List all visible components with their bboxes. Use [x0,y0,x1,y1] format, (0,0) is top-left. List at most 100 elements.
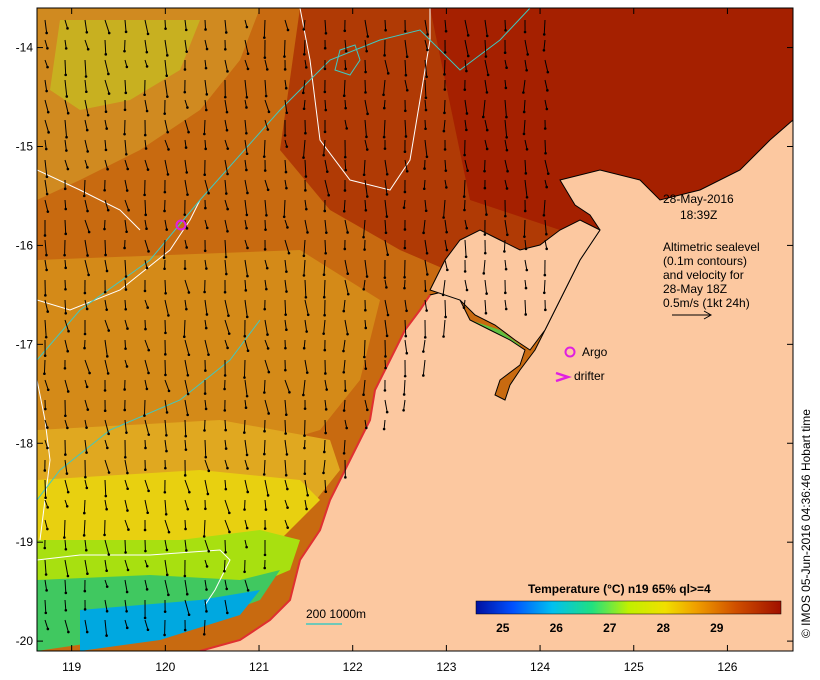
velocity-arrow [84,539,87,551]
velocity-arrow [44,519,48,530]
velocity-arrow [84,559,88,574]
velocity-arrow-head [246,490,250,494]
velocity-arrow [64,219,67,234]
velocity-arrow [64,19,68,29]
lon-tick-label: 124 [530,660,550,674]
velocity-arrow-head [503,250,506,253]
velocity-arrow-head [163,490,167,494]
velocity-arrow-head [124,30,128,34]
velocity-arrow-head [505,115,508,119]
velocity-arrow [243,419,246,433]
velocity-arrow [84,299,88,310]
velocity-arrow-head [362,235,365,239]
velocity-arrow [383,119,386,138]
velocity-arrow-head [344,106,347,110]
velocity-arrow [204,219,208,229]
velocity-arrow-head [465,226,469,230]
velocity-arrow [304,299,309,315]
velocity-arrow [463,179,466,197]
velocity-arrow-head [85,426,88,429]
velocity-arrow-head [245,96,249,99]
velocity-arrow-head [362,173,366,177]
velocity-arrow [344,219,349,233]
velocity-arrow [44,599,47,613]
velocity-arrow-head [342,349,345,353]
velocity-arrow-head [284,368,287,372]
velocity-arrow [524,259,528,271]
velocity-arrow-head [124,347,127,350]
velocity-arrow [302,379,306,396]
velocity-arrow-head [403,29,407,33]
velocity-arrow-head [384,231,388,235]
velocity-arrow [64,79,68,97]
velocity-arrow-head [245,152,249,156]
velocity-arrow-head [442,335,445,338]
velocity-arrow-head [144,468,147,471]
velocity-arrow-head [263,307,267,311]
velocity-arrow [44,239,47,256]
velocity-arrow-head [67,329,70,333]
velocity-arrow [44,559,47,575]
velocity-arrow-head [284,473,288,477]
velocity-arrow [304,319,308,332]
velocity-arrow-head [143,93,146,97]
velocity-arrow-head [463,208,466,212]
velocity-arrow-head [64,591,68,595]
velocity-arrow-head [525,68,528,72]
velocity-arrow-head [383,276,387,279]
velocity-arrow [224,499,230,514]
velocity-arrow [504,179,508,189]
velocity-arrow-head [504,307,508,311]
velocity-arrow [244,239,248,249]
velocity-arrow-head [86,166,89,169]
velocity-arrow-head [167,389,171,393]
velocity-arrow [544,139,547,154]
velocity-arrow [144,379,148,390]
velocity-arrow [444,299,447,318]
velocity-arrow-head [66,426,69,430]
velocity-arrow-head [104,53,108,56]
velocity-arrow-head [404,334,408,338]
velocity-arrow-head [403,109,407,113]
velocity-arrow [264,99,270,112]
velocity-arrow [164,539,168,551]
velocity-arrow-head [85,30,89,34]
velocity-arrow-head [85,307,89,311]
velocity-arrow [204,19,207,30]
velocity-arrow-head [107,72,110,76]
velocity-arrow [504,119,508,138]
nw-yellow-patch [50,20,200,110]
velocity-arrow [244,459,249,469]
velocity-arrow [224,199,229,210]
velocity-arrow-head [187,130,190,134]
velocity-arrow [164,579,169,595]
velocity-arrow-head [343,29,347,33]
velocity-arrow-head [524,313,528,316]
velocity-arrow [244,479,249,493]
velocity-arrow [264,59,268,70]
velocity-arrow-head [223,95,227,99]
velocity-arrow-head [422,231,425,235]
velocity-arrow-head [66,27,69,30]
velocity-arrow-head [524,247,528,251]
velocity-arrow [44,119,50,133]
velocity-arrow-head [365,49,368,53]
velocity-arrow-head [383,389,387,392]
colorbar-title: Temperature (°C) n19 65% ql>=4 [528,582,711,596]
velocity-arrow [324,239,327,254]
velocity-arrow [84,419,88,428]
velocity-arrow-head [503,51,507,54]
velocity-arrow-head [184,448,188,451]
velocity-arrow-head [304,189,307,192]
velocity-arrow-head [43,354,47,357]
velocity-arrow [444,239,448,251]
velocity-arrow-head [545,107,549,111]
velocity-arrow-head [183,267,187,270]
velocity-arrow-head [324,251,327,255]
velocity-arrow [363,379,366,395]
velocity-arrow-head [103,188,106,192]
velocity-arrow-head [285,453,289,456]
velocity-arrow [284,19,289,31]
velocity-arrow-head [126,167,130,171]
velocity-arrow-head [166,130,169,134]
